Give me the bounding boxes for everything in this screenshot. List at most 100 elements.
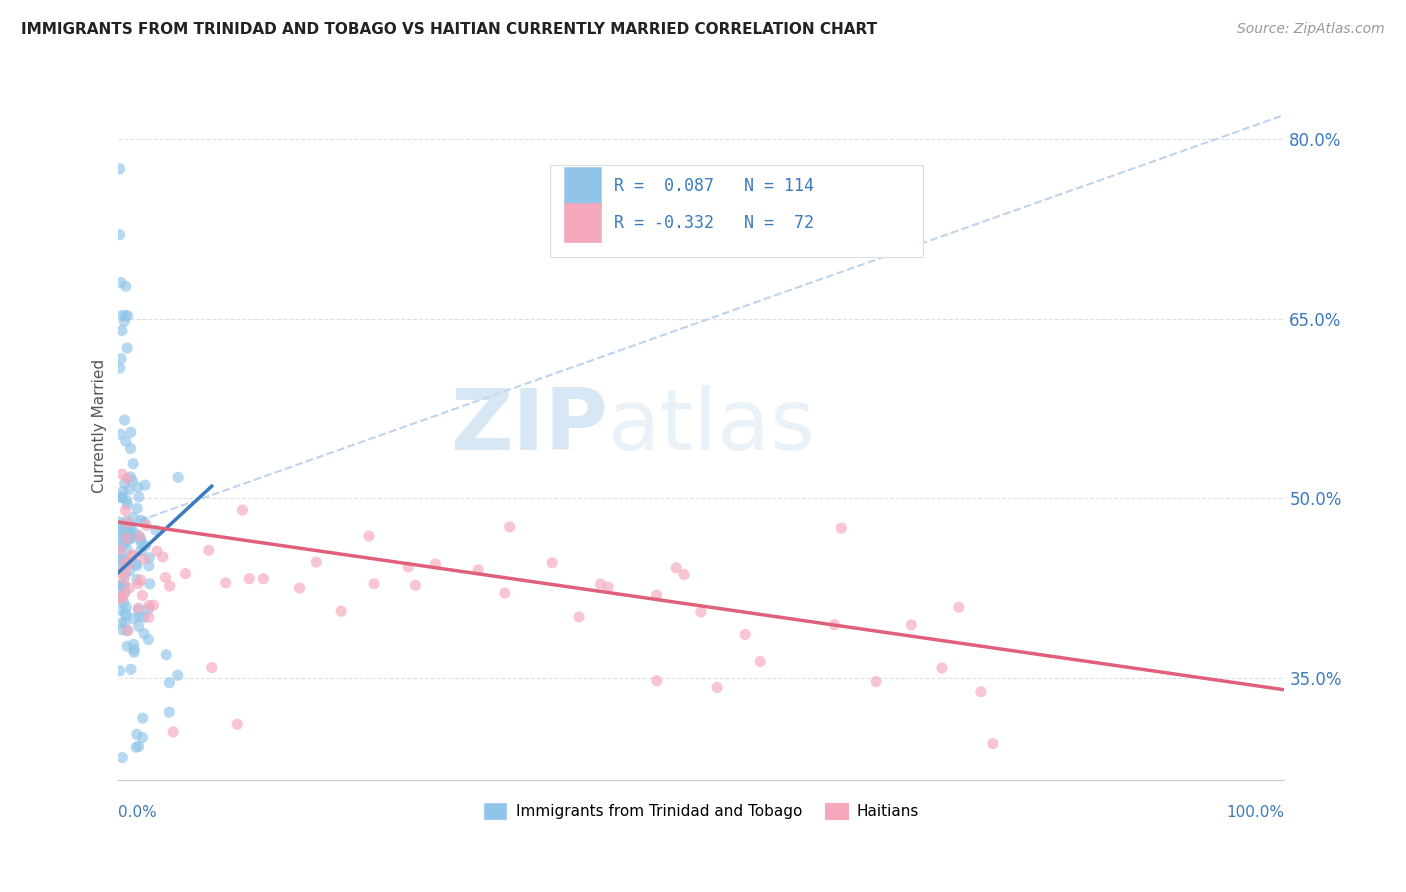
Point (117, 516, 139, 530)
Point (115, 639, 138, 653)
Point (198, 543, 221, 558)
Point (174, 566, 197, 581)
Point (117, 519, 139, 533)
Text: R =  0.087   N = 114: R = 0.087 N = 114 (614, 177, 814, 195)
Text: R = -0.332   N =  72: R = -0.332 N = 72 (614, 214, 814, 232)
Point (396, 560, 419, 574)
Point (138, 610, 160, 624)
Point (118, 581, 141, 595)
Point (115, 531, 138, 545)
FancyBboxPatch shape (564, 167, 602, 205)
Point (120, 425, 142, 440)
Point (159, 579, 181, 593)
Point (111, 491, 134, 505)
Point (128, 609, 150, 624)
Point (129, 544, 152, 558)
Point (467, 563, 489, 577)
Point (288, 581, 311, 595)
Point (499, 520, 522, 534)
Point (305, 555, 328, 569)
Point (115, 341, 138, 355)
Point (108, 566, 131, 580)
Point (117, 309, 139, 323)
Point (824, 617, 846, 632)
Point (948, 600, 970, 615)
Point (138, 632, 160, 647)
Point (127, 601, 149, 615)
Point (865, 674, 887, 689)
Point (900, 618, 922, 632)
Point (129, 533, 152, 548)
Point (114, 413, 136, 427)
Point (231, 503, 253, 517)
Point (122, 510, 145, 524)
Point (107, 579, 129, 593)
Point (115, 514, 138, 528)
Point (115, 600, 138, 615)
Point (167, 470, 190, 484)
Point (117, 557, 139, 571)
Point (111, 579, 134, 593)
Point (114, 556, 136, 570)
Point (121, 549, 143, 563)
Point (129, 573, 152, 587)
Point (157, 705, 180, 719)
Point (111, 623, 134, 637)
Point (110, 351, 132, 366)
Point (127, 602, 149, 616)
Point (120, 470, 142, 484)
Point (734, 627, 756, 641)
Point (125, 727, 148, 741)
Point (132, 711, 155, 725)
Point (112, 595, 135, 609)
Point (110, 615, 132, 630)
Point (226, 717, 249, 731)
Point (494, 586, 516, 600)
Point (706, 681, 728, 695)
Point (111, 491, 134, 505)
Point (131, 589, 153, 603)
Point (122, 642, 145, 657)
Point (166, 668, 188, 682)
Point (131, 538, 153, 552)
Point (107, 515, 129, 529)
Point (134, 478, 156, 492)
Point (138, 558, 160, 573)
Legend: Immigrants from Trinidad and Tobago, Haitians: Immigrants from Trinidad and Tobago, Hai… (478, 797, 925, 825)
FancyBboxPatch shape (564, 203, 602, 243)
Point (127, 528, 149, 542)
Point (118, 523, 141, 537)
Point (107, 521, 129, 535)
Point (129, 513, 152, 527)
Point (238, 572, 260, 586)
Point (125, 558, 148, 573)
Point (114, 564, 136, 578)
Point (108, 558, 131, 573)
Point (152, 549, 174, 564)
Point (970, 684, 993, 698)
Point (108, 664, 131, 678)
Point (111, 531, 134, 545)
Point (115, 542, 138, 557)
Point (110, 538, 132, 552)
Point (122, 548, 145, 562)
Point (107, 578, 129, 592)
Point (673, 567, 696, 582)
Point (357, 529, 380, 543)
Point (114, 584, 136, 599)
Point (125, 557, 148, 571)
Point (108, 227, 131, 242)
Point (118, 564, 141, 578)
Point (122, 524, 145, 539)
Point (425, 557, 447, 571)
Point (159, 675, 181, 690)
Point (108, 603, 131, 617)
Text: 0.0%: 0.0% (118, 805, 157, 820)
Point (162, 725, 184, 739)
Point (111, 551, 134, 566)
Point (252, 572, 274, 586)
Point (112, 314, 135, 328)
Point (330, 604, 353, 618)
Point (931, 661, 953, 675)
Point (114, 279, 136, 293)
